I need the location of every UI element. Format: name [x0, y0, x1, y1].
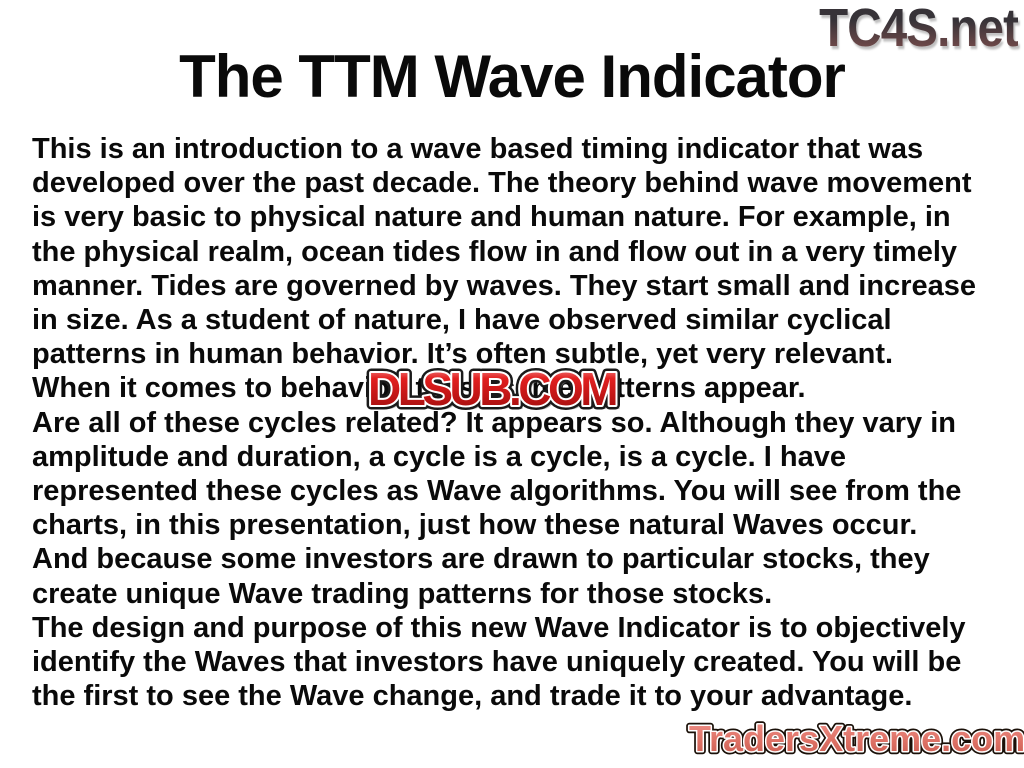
svg-text:DLSUB.COM: DLSUB.COM: [368, 363, 616, 415]
svg-text:TradersXtreme.com: TradersXtreme.com: [689, 718, 1024, 759]
